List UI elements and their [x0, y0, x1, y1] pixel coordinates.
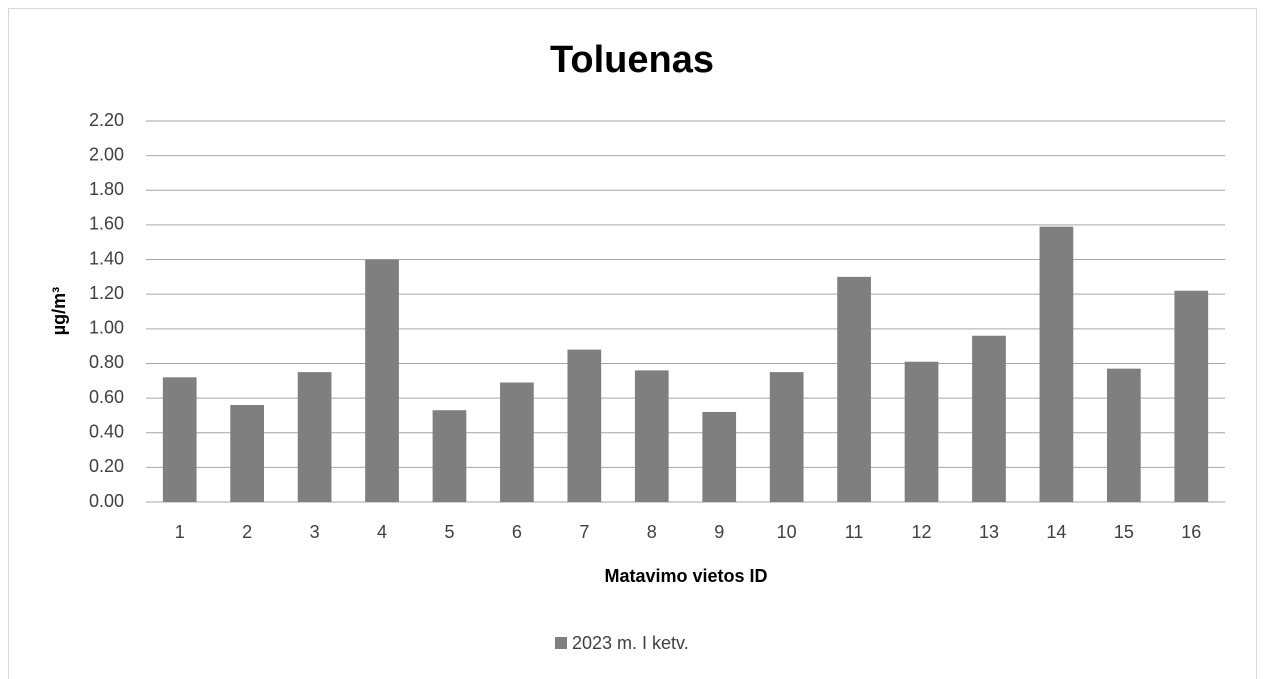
y-tick-label: 1.00 [89, 318, 124, 338]
x-tick-label: 11 [845, 522, 864, 542]
bar [904, 361, 939, 502]
x-tick-label: 7 [579, 522, 589, 542]
bar [1039, 226, 1074, 502]
legend-label: 2023 m. I ketv. [572, 633, 689, 653]
y-tick-label: 0.80 [89, 352, 124, 372]
bar [365, 259, 399, 502]
x-tick-label: 2 [242, 522, 252, 542]
x-tick-label: 3 [310, 522, 320, 542]
y-tick-label: 2.00 [89, 144, 124, 164]
bar [769, 372, 804, 502]
x-tick-label: 5 [444, 522, 454, 542]
bar [297, 372, 332, 502]
y-tick-label: 0.60 [89, 387, 124, 407]
bar [432, 410, 467, 502]
x-tick-label: 4 [377, 522, 387, 542]
y-tick-label: 2.20 [89, 110, 124, 130]
x-tick-label: 12 [912, 522, 932, 542]
bar [567, 349, 602, 502]
x-tick-label: 13 [979, 522, 999, 542]
x-tick-label: 14 [1046, 522, 1066, 542]
y-axis-title: µg/m³ [49, 287, 69, 335]
y-tick-label: 1.20 [89, 283, 124, 303]
x-tick-label: 8 [647, 522, 657, 542]
chart-title: Toluenas [550, 39, 714, 81]
bar [837, 276, 871, 502]
bar [702, 411, 737, 502]
x-tick-label: 15 [1114, 522, 1134, 542]
y-tick-label: 1.40 [89, 248, 124, 268]
bar [500, 382, 534, 502]
legend-swatch [555, 637, 567, 649]
x-tick-label: 9 [714, 522, 724, 542]
bar [634, 370, 669, 502]
y-tick-label: 1.60 [89, 214, 124, 234]
x-axis-title: Matavimo vietos ID [604, 566, 767, 586]
x-tick-label: 1 [175, 522, 185, 542]
x-tick-label: 16 [1181, 522, 1201, 542]
bar [1106, 368, 1141, 502]
bar [230, 405, 265, 502]
x-tick-label: 6 [512, 522, 522, 542]
y-tick-label: 0.40 [89, 421, 124, 441]
bar [1174, 290, 1209, 502]
bar [972, 335, 1006, 502]
y-tick-label: 0.20 [89, 456, 124, 476]
x-tick-label: 10 [777, 522, 797, 542]
y-tick-label: 1.80 [89, 179, 124, 199]
bar [162, 377, 197, 502]
y-tick-label: 0.00 [89, 491, 124, 511]
